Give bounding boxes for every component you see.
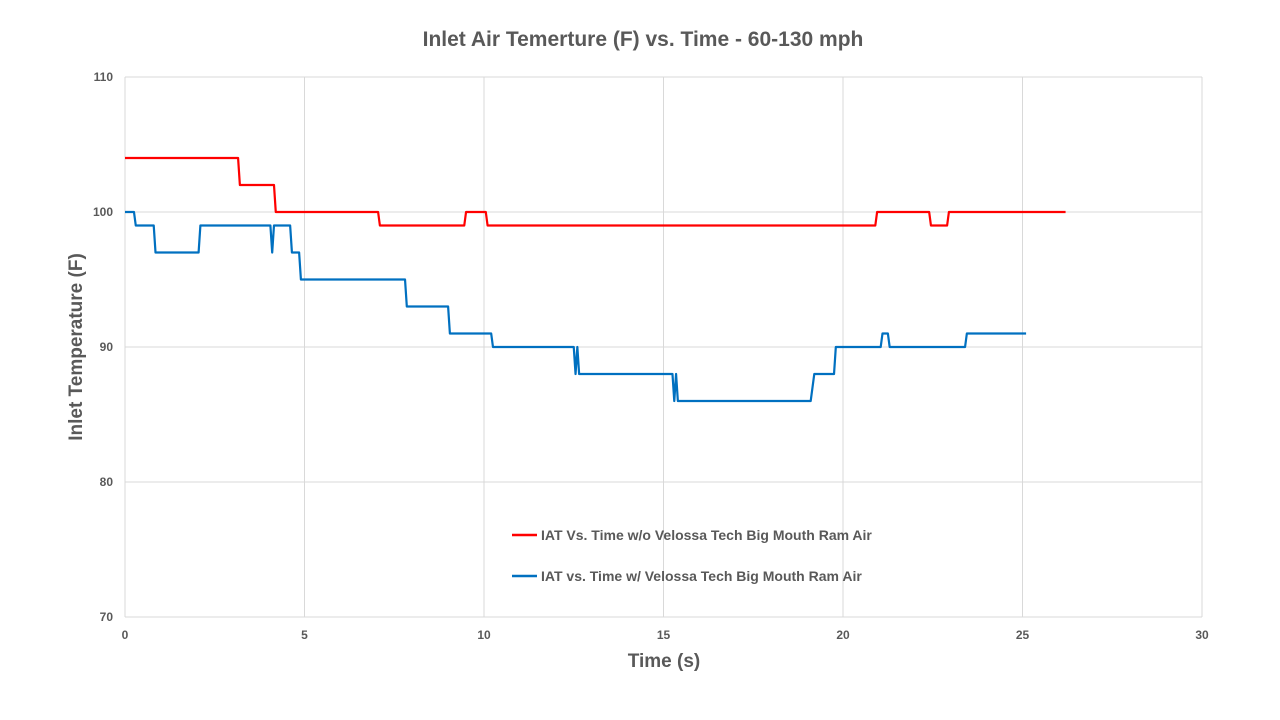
legend-label-with: IAT vs. Time w/ Velossa Tech Big Mouth R…	[541, 568, 862, 584]
x-tick-label: 0	[122, 628, 129, 642]
x-tick-label: 30	[1195, 628, 1209, 642]
x-tick-label: 15	[657, 628, 671, 642]
x-tick-label: 10	[477, 628, 491, 642]
y-tick-label: 70	[100, 610, 114, 624]
x-tick-label: 25	[1016, 628, 1030, 642]
legend: IAT Vs. Time w/o Velossa Tech Big Mouth …	[512, 527, 872, 584]
x-tick-label: 5	[301, 628, 308, 642]
series-line-1	[125, 210, 1027, 403]
y-tick-label: 110	[94, 70, 114, 84]
y-tick-label: 90	[100, 340, 114, 354]
x-tick-label: 20	[836, 628, 850, 642]
y-tick-label: 100	[93, 205, 113, 219]
y-axis-label: Inlet Temperature (F)	[66, 253, 87, 441]
series-lines	[125, 156, 1066, 403]
chart-title: Inlet Air Temerture (F) vs. Time - 60-13…	[423, 28, 864, 51]
tick-labels: 70 80 90 100 110 0 5 10 15 20 25 30	[93, 70, 1209, 642]
x-axis-label: Time (s)	[628, 651, 701, 672]
legend-label-without: IAT Vs. Time w/o Velossa Tech Big Mouth …	[541, 527, 872, 543]
series-line-0	[125, 156, 1066, 227]
y-tick-label: 80	[100, 475, 114, 489]
